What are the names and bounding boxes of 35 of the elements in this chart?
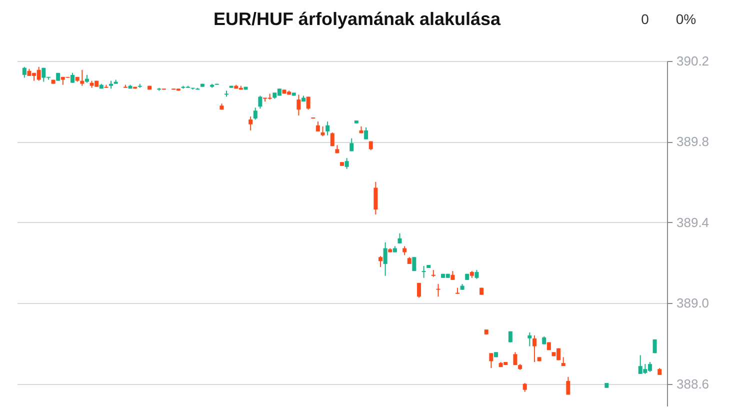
candlestick [374, 181, 378, 216]
candlestick [513, 352, 518, 366]
candlestick [422, 265, 426, 278]
y-tick-label: 388.6 [676, 376, 710, 392]
candlestick [296, 94, 301, 116]
candlestick [489, 352, 494, 369]
candlestick [330, 132, 334, 147]
candlestick [566, 376, 570, 396]
candlestick [350, 138, 354, 152]
candlestick [326, 121, 330, 136]
candlestick [416, 282, 421, 298]
y-tick-label: 389.4 [676, 214, 710, 230]
y-tick-label: 389.0 [676, 296, 710, 311]
y-tick-label: 389.8 [676, 134, 710, 150]
candlestick [253, 107, 258, 120]
candlestick [316, 121, 320, 132]
candlestick [248, 116, 253, 131]
candlestick [436, 283, 440, 298]
chart-title: EUR/HUF árfolyamának alakulása [213, 9, 502, 29]
candlestick [412, 256, 416, 272]
candlestick [80, 69, 84, 86]
text: 0 [641, 11, 650, 27]
candlestick [344, 158, 349, 170]
candlestick [364, 126, 368, 140]
candlestick [70, 72, 75, 84]
candlestick [532, 334, 536, 363]
candlestick [22, 66, 26, 78]
candlestick [528, 332, 532, 347]
candlestick [398, 232, 402, 244]
candlestick [306, 96, 310, 110]
candlestick [258, 95, 262, 110]
text: 0% [676, 11, 696, 27]
y-tick-label: 390.2 [676, 54, 710, 68]
candlestick [378, 256, 382, 268]
candlestick [383, 242, 388, 276]
